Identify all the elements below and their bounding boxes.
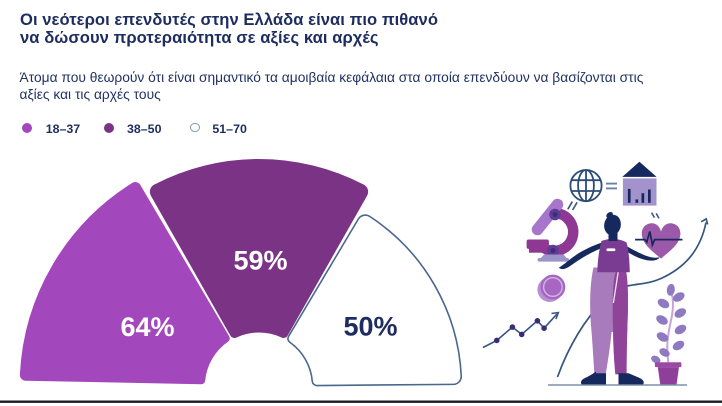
svg-text:59%: 59% <box>233 245 287 275</box>
svg-text:50%: 50% <box>343 312 397 342</box>
svg-text:64%: 64% <box>120 312 174 342</box>
